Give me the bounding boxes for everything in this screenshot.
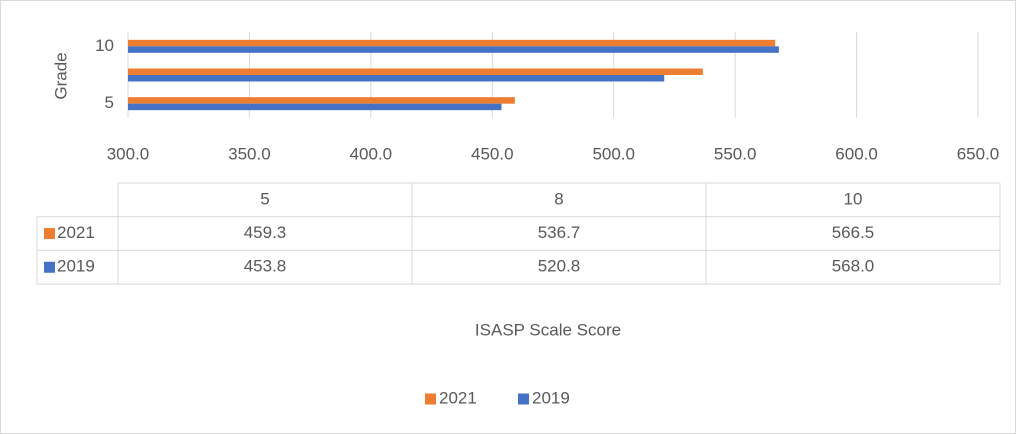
table-value: 459.3	[244, 223, 287, 242]
table-value: 566.5	[832, 223, 875, 242]
table-value: 568.0	[832, 257, 875, 276]
bar	[128, 75, 665, 82]
bar	[128, 68, 703, 75]
table-legend-key	[44, 228, 55, 240]
bar	[128, 39, 776, 47]
bar	[128, 97, 515, 104]
legend-label: 2021	[439, 388, 477, 407]
bar	[128, 46, 779, 53]
legend-key	[425, 393, 436, 405]
x-tick-label: 300.0	[107, 144, 150, 163]
x-tick-label: 550.0	[714, 144, 757, 163]
legend-key	[518, 393, 529, 405]
legend-label: 2019	[532, 388, 570, 407]
y-axis-title: Grade	[51, 52, 70, 99]
table-value: 453.8	[244, 257, 287, 276]
x-tick-label: 350.0	[228, 144, 271, 163]
table-header: 8	[554, 189, 563, 208]
x-tick-label: 650.0	[957, 144, 1000, 163]
y-tick-label: 10	[95, 36, 114, 55]
x-tick-label: 450.0	[471, 144, 514, 163]
table-legend-key	[44, 261, 55, 273]
x-tick-label: 500.0	[592, 144, 635, 163]
table-value: 520.8	[538, 257, 581, 276]
x-tick-label: 400.0	[350, 144, 393, 163]
table-header: 10	[844, 189, 863, 208]
bar	[128, 103, 502, 111]
x-axis-title: ISASP Scale Score	[475, 320, 621, 339]
table-value: 536.7	[538, 223, 581, 242]
table-series-name: 2021	[57, 223, 95, 242]
x-tick-label: 600.0	[835, 144, 878, 163]
table-header: 5	[260, 189, 269, 208]
y-tick-label: 5	[105, 93, 114, 112]
table-series-name: 2019	[57, 257, 95, 276]
